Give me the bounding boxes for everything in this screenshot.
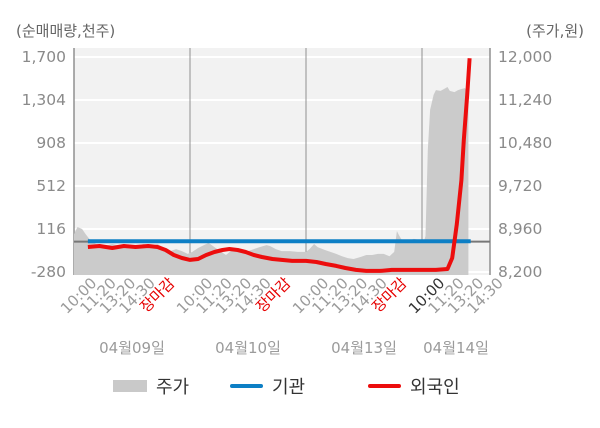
svg-text:1,304: 1,304 [22,91,66,109]
chart-plot-area: 1,700 1,304 908 512 116 -280 12,000 11,240 10,48… [22,48,552,317]
legend: 주가 기관 외국인 [0,374,600,404]
legend-label-foreigner: 외국인 [410,377,460,398]
legend-item-foreigner: 외국인 [368,374,460,398]
legend-label-price: 주가 [156,377,190,398]
day-label-1: 04월09일 [99,339,165,357]
right-axis-caption: (주가,원) [526,22,584,40]
left-axis-caption: (순매매량,천주) [16,22,116,40]
foreigner-line-swatch [368,384,401,388]
legend-item-institution: 기관 [230,374,305,398]
institution-line-swatch [230,384,263,388]
svg-text:9,720: 9,720 [498,177,542,195]
legend-label-institution: 기관 [272,377,306,398]
svg-text:116: 116 [36,220,66,238]
day-label-3: 04월13일 [331,339,397,357]
svg-text:12,000: 12,000 [498,48,552,66]
svg-text:1,700: 1,700 [22,48,66,66]
day-label-2: 04월10일 [215,339,281,357]
svg-text:908: 908 [36,134,66,152]
svg-text:8,960: 8,960 [498,220,542,238]
legend-item-price: 주가 [113,374,189,398]
svg-text:10,480: 10,480 [498,134,552,152]
svg-text:8,200: 8,200 [498,263,542,281]
svg-text:-280: -280 [31,263,66,281]
svg-text:11,240: 11,240 [498,91,552,109]
price-area-swatch [113,380,147,392]
day-label-4: 04월14일 [423,339,489,357]
svg-text:512: 512 [36,177,66,195]
